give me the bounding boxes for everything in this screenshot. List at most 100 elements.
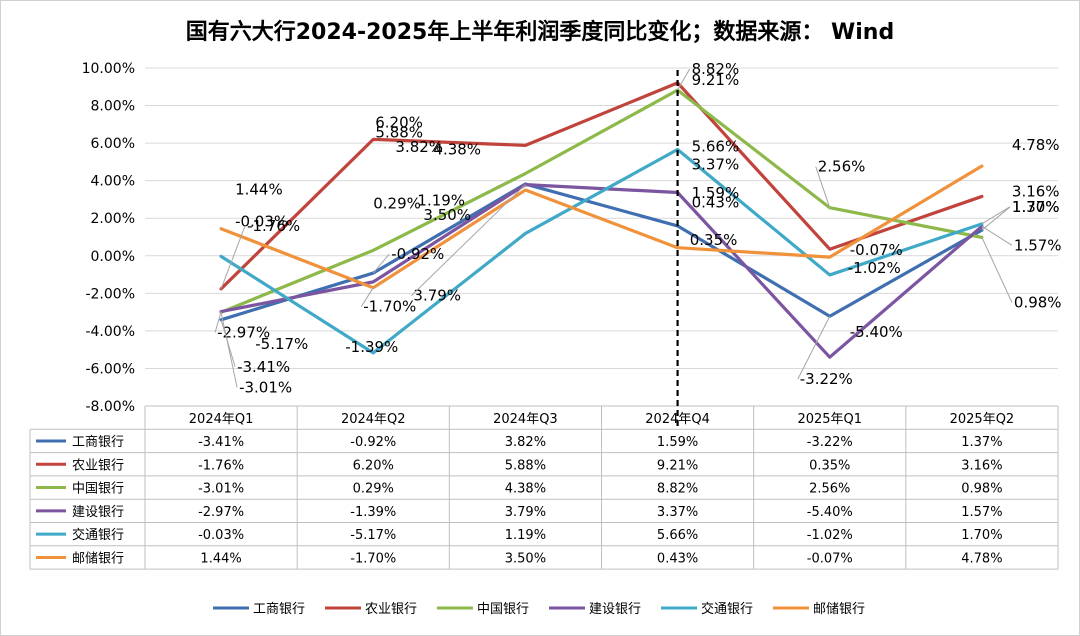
table-cell-value: -5.17%	[350, 528, 396, 543]
table-cell-value: -1.02%	[807, 528, 853, 543]
data-label: 0.29%	[373, 194, 421, 212]
label-leader-line	[220, 225, 246, 290]
y-tick-label: 2.00%	[91, 211, 135, 227]
data-label: -5.17%	[255, 335, 308, 353]
table-cell-value: -0.07%	[807, 551, 853, 566]
table-cell-value: -0.03%	[198, 528, 244, 543]
table-series-name: 建设银行	[72, 505, 124, 520]
table-cell-value: 1.70%	[961, 528, 1002, 543]
table-cell-value: -1.70%	[350, 551, 396, 566]
table-cell-value: 2.56%	[809, 482, 850, 497]
table-cell-value: -3.01%	[198, 482, 244, 497]
series-line	[219, 182, 984, 322]
table-cell-value: 1.44%	[200, 551, 241, 566]
data-label: 1.70%	[1012, 198, 1060, 216]
data-label: -1.39%	[345, 338, 398, 356]
label-leader-line	[411, 184, 526, 296]
data-label: 1.57%	[1014, 236, 1062, 254]
data-label: 5.88%	[375, 123, 423, 141]
table-series-name: 工商银行	[72, 435, 124, 450]
x-category-label: 2025年Q1	[797, 412, 862, 427]
data-label: 0.43%	[692, 194, 740, 212]
table-cell-value: 3.79%	[505, 505, 546, 520]
label-leader-line	[815, 166, 831, 208]
table-cell-value: -1.76%	[198, 458, 244, 473]
table-cell-value: 0.43%	[657, 551, 698, 566]
series-line	[219, 147, 984, 355]
label-leader-line	[372, 253, 390, 274]
table-series-name: 邮储银行	[72, 551, 124, 566]
table-cell-value: 3.50%	[505, 551, 546, 566]
label-leader-line	[360, 287, 374, 307]
x-category-label: 2024年Q3	[493, 412, 558, 427]
label-leader-line	[981, 206, 1011, 231]
data-label: 3.16%	[1012, 182, 1060, 200]
data-label: 3.82%	[395, 138, 443, 156]
table-cell-value: 5.88%	[505, 458, 546, 473]
y-tick-label: -2.00%	[85, 286, 135, 302]
data-label: -5.40%	[850, 323, 903, 341]
table-series-name: 中国银行	[72, 482, 124, 497]
series-line	[219, 183, 984, 359]
table-cell-value: 4.78%	[961, 551, 1002, 566]
label-leader-line	[677, 68, 691, 91]
table-cell-value: 0.29%	[353, 482, 394, 497]
y-tick-label: 4.00%	[91, 174, 135, 190]
y-tick-label: 10.00%	[82, 61, 135, 77]
y-tick-label: 8.00%	[91, 99, 135, 115]
legend-label: 中国银行	[477, 602, 529, 617]
data-label: -0.03%	[235, 212, 288, 230]
table-cell-value: 1.19%	[505, 528, 546, 543]
data-label: -0.07%	[850, 241, 903, 259]
data-label: -3.22%	[800, 370, 853, 388]
x-category-label: 2024年Q1	[189, 412, 254, 427]
x-category-label: 2025年Q2	[950, 412, 1015, 427]
table-cell-value: -3.22%	[807, 435, 853, 450]
y-tick-label: 6.00%	[91, 136, 135, 152]
table-cell-value: 4.38%	[505, 482, 546, 497]
data-label: -1.70%	[363, 298, 416, 316]
x-category-label: 2024年Q4	[645, 412, 710, 427]
table-series-name: 农业银行	[72, 458, 124, 473]
table-cell-value: 5.66%	[657, 528, 698, 543]
table-cell-value: -1.39%	[350, 505, 396, 520]
table-cell-value: 1.37%	[961, 435, 1002, 450]
data-label: 1.37%	[1012, 198, 1060, 216]
legend-label: 交通银行	[701, 601, 753, 617]
table-cell-value: 0.35%	[809, 458, 850, 473]
table-cell-value: -0.92%	[350, 435, 396, 450]
data-label: -1.02%	[848, 259, 901, 277]
label-leader-line	[220, 312, 238, 388]
y-tick-label: -6.00%	[85, 361, 135, 377]
table-cell-value: -3.41%	[198, 435, 244, 450]
table-cell-value: 9.21%	[657, 458, 698, 473]
table-cell-value: 0.98%	[961, 482, 1002, 497]
table-cell-value: 3.82%	[505, 435, 546, 450]
table-cell-value: 6.20%	[353, 458, 394, 473]
y-tick-label: -8.00%	[85, 399, 135, 415]
y-tick-label: -4.00%	[85, 324, 135, 340]
label-leader-line	[797, 316, 831, 380]
table-cell-value: 1.59%	[657, 435, 698, 450]
data-label: 0.98%	[1014, 293, 1062, 311]
data-label: 0.35%	[690, 231, 738, 249]
data-label: 9.21%	[692, 71, 740, 89]
legend-label: 工商银行	[253, 602, 305, 617]
data-label: 5.66%	[692, 137, 740, 155]
table-cell-value: -5.40%	[807, 505, 853, 520]
table-cell-value: -2.97%	[198, 505, 244, 520]
data-label: 3.79%	[413, 287, 461, 305]
label-leader-line	[214, 311, 222, 333]
data-label: 1.59%	[692, 184, 740, 202]
data-label: -3.01%	[239, 378, 292, 396]
data-label: 4.38%	[433, 141, 481, 159]
label-leader-line	[981, 206, 1011, 225]
legend-label: 邮储银行	[813, 602, 865, 617]
legend-label: 农业银行	[365, 602, 417, 617]
data-label: -0.92%	[391, 245, 444, 263]
legend-label: 建设银行	[589, 602, 641, 617]
table-cell-value: 8.82%	[657, 482, 698, 497]
data-label: 1.44%	[235, 181, 283, 199]
data-label: 2.56%	[818, 158, 866, 176]
data-label: 4.78%	[1012, 136, 1060, 154]
